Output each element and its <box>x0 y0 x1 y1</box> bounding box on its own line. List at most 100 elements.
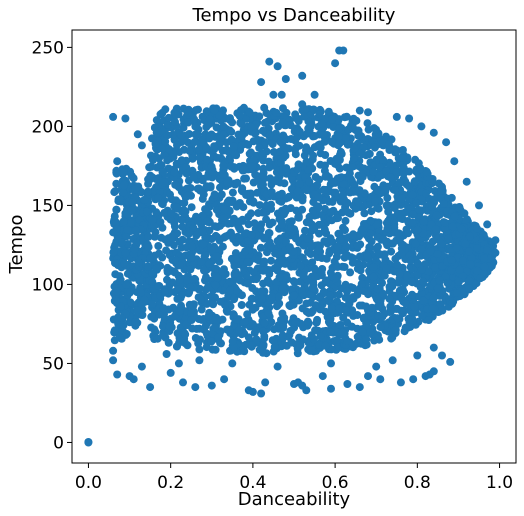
data-point <box>112 205 121 214</box>
data-point <box>340 263 349 271</box>
data-point <box>437 186 446 195</box>
x-axis-ticks: 0.0 0.2 0.4 0.6 0.8 1.0 <box>75 463 513 493</box>
data-point <box>84 438 93 446</box>
data-point <box>160 208 169 217</box>
data-point <box>279 153 288 162</box>
data-point <box>205 115 214 124</box>
data-point <box>229 310 238 319</box>
data-point <box>209 300 218 309</box>
data-point <box>472 224 481 233</box>
data-point <box>183 191 192 200</box>
data-point <box>198 227 207 236</box>
data-point <box>303 235 311 243</box>
data-point <box>341 134 350 142</box>
data-point <box>366 328 375 337</box>
data-point <box>177 156 186 165</box>
data-point <box>249 197 258 206</box>
data-point <box>195 356 204 365</box>
data-point <box>459 256 467 265</box>
data-point <box>290 278 299 287</box>
data-point <box>238 291 246 300</box>
data-point <box>201 322 210 331</box>
data-point <box>265 131 274 140</box>
data-point <box>177 215 186 224</box>
data-point <box>417 122 426 131</box>
data-point <box>311 272 320 281</box>
data-point <box>172 203 181 212</box>
data-point <box>465 284 474 293</box>
data-point <box>393 260 402 269</box>
data-point <box>410 303 419 312</box>
data-point <box>483 220 492 229</box>
data-point <box>346 268 355 277</box>
data-point <box>253 135 262 144</box>
data-point <box>140 195 149 204</box>
data-point <box>454 277 463 286</box>
data-point <box>228 118 237 127</box>
data-point <box>184 118 193 127</box>
data-point <box>284 193 292 202</box>
data-point <box>455 204 464 213</box>
data-point <box>356 266 365 275</box>
data-point <box>341 280 350 289</box>
data-point <box>228 359 237 368</box>
data-point <box>185 146 194 155</box>
data-point <box>299 291 308 300</box>
data-point <box>302 186 311 195</box>
data-point <box>443 279 452 287</box>
data-point <box>118 238 127 247</box>
data-point <box>393 314 402 323</box>
data-point <box>249 156 258 165</box>
data-point <box>186 283 195 292</box>
data-point <box>282 237 290 246</box>
y-axis-ticks: 0 50 100 150 200 250 <box>32 38 72 453</box>
data-point <box>154 193 163 202</box>
data-point <box>402 299 411 308</box>
data-point <box>269 336 278 345</box>
data-point <box>318 265 327 273</box>
data-point <box>434 179 443 188</box>
data-point <box>355 301 364 310</box>
y-tick-label: 250 <box>32 38 64 58</box>
data-point <box>428 304 437 313</box>
data-point <box>152 128 161 137</box>
data-point <box>162 246 171 255</box>
data-point <box>159 330 168 339</box>
data-point <box>158 322 167 331</box>
data-point <box>436 300 445 309</box>
data-point <box>385 294 394 303</box>
y-tick-label: 200 <box>32 117 64 137</box>
data-point <box>429 343 438 352</box>
data-point <box>225 126 234 135</box>
data-point <box>163 275 171 284</box>
data-point <box>235 326 243 335</box>
data-point <box>173 285 182 294</box>
data-point <box>205 259 214 268</box>
data-point <box>237 301 246 309</box>
data-point <box>312 317 321 326</box>
data-point <box>218 268 227 276</box>
data-point <box>236 106 245 115</box>
data-point <box>300 112 309 121</box>
data-point <box>177 131 186 140</box>
data-point <box>291 234 300 243</box>
data-point <box>155 187 164 196</box>
data-point <box>393 146 402 155</box>
data-point <box>155 310 164 319</box>
data-point <box>273 62 282 71</box>
data-point <box>287 223 296 232</box>
data-point <box>155 249 163 258</box>
data-point <box>272 108 281 117</box>
data-point <box>352 116 361 125</box>
data-point <box>417 245 426 253</box>
data-point <box>298 304 307 313</box>
data-point <box>321 307 330 316</box>
data-point <box>137 362 146 371</box>
data-point <box>211 264 220 273</box>
data-point <box>275 196 284 205</box>
data-point <box>404 229 412 238</box>
data-point <box>378 312 387 321</box>
data-point <box>241 247 250 256</box>
data-point <box>410 177 419 186</box>
data-point <box>173 141 181 150</box>
